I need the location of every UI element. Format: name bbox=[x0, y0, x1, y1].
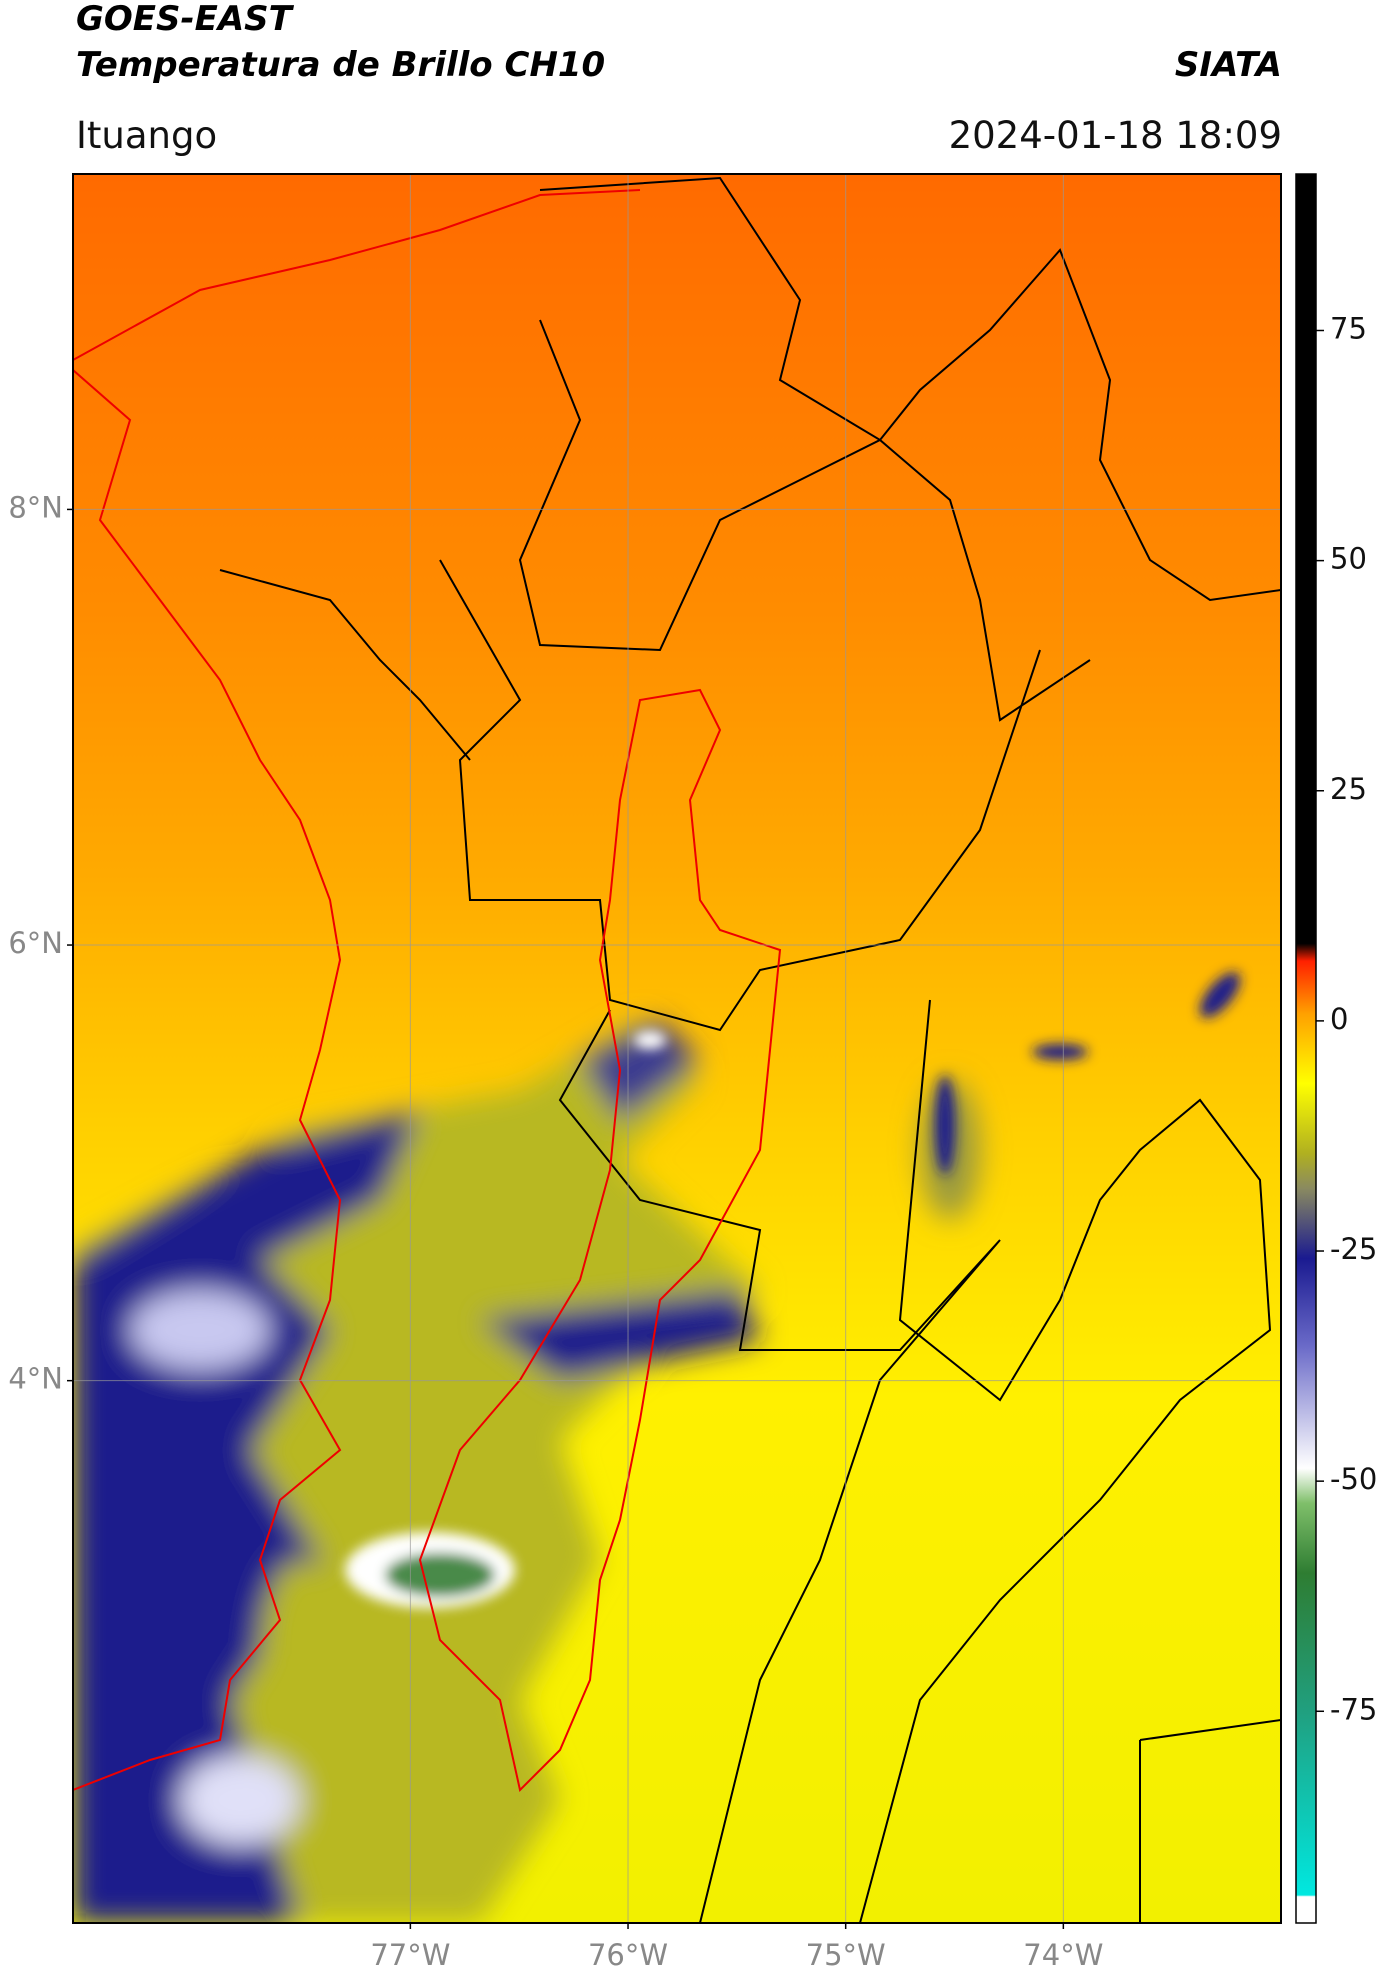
colorbar-tick-label: -50 bbox=[1330, 1462, 1377, 1496]
y-tick-label: 4°N bbox=[8, 1362, 63, 1396]
colorbar-tick-label: 75 bbox=[1330, 311, 1367, 345]
y-tick-label: 6°N bbox=[8, 926, 63, 960]
map-field bbox=[73, 174, 1281, 1923]
colorbar-tick-label: 50 bbox=[1330, 542, 1367, 576]
x-tick-label: 75°W bbox=[806, 1938, 886, 1972]
grid bbox=[73, 174, 1281, 1923]
colorbar-tick-label: 25 bbox=[1330, 772, 1367, 806]
x-tick-label: 76°W bbox=[588, 1938, 668, 1972]
title: GOES-EAST bbox=[76, 0, 295, 39]
x-tick-label: 74°W bbox=[1023, 1938, 1103, 1972]
map-frame bbox=[72, 173, 1282, 1924]
colorbar bbox=[1295, 173, 1317, 1924]
colorbar-tick-label: -25 bbox=[1330, 1232, 1377, 1266]
x-tick-label: 77°W bbox=[370, 1938, 450, 1972]
subtitle: Temperatura de Brillo CH10 bbox=[76, 45, 605, 85]
datetime: 2024-01-18 18:09 bbox=[949, 114, 1282, 157]
location: Ituango bbox=[76, 114, 217, 157]
source: SIATA bbox=[1175, 45, 1282, 85]
colorbar-tick-label: -75 bbox=[1330, 1692, 1377, 1726]
y-tick-label: 8°N bbox=[8, 490, 63, 524]
colorbar-tick-label: 0 bbox=[1330, 1002, 1348, 1036]
